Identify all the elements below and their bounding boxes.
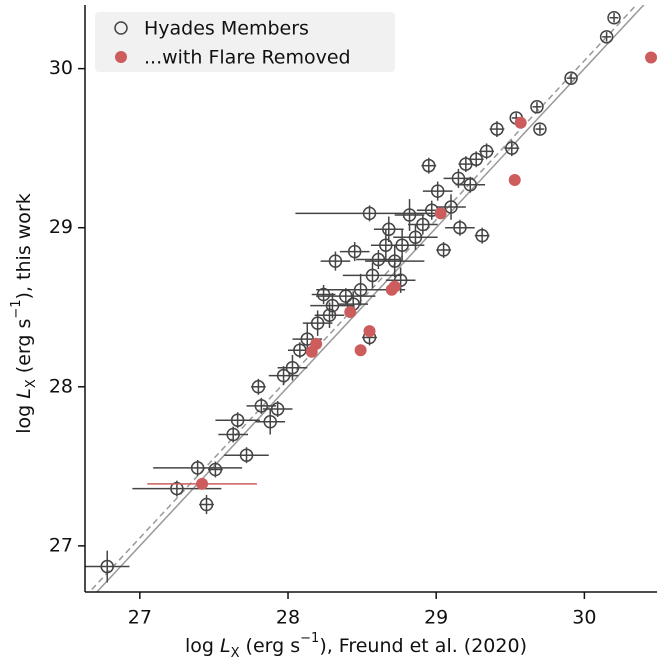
point [226, 427, 240, 442]
point [505, 141, 519, 155]
y-axis-label-part: X [24, 379, 39, 388]
point [607, 10, 621, 25]
point [270, 402, 285, 416]
point [408, 230, 423, 245]
y-axis-label-part: L [13, 388, 35, 399]
point [251, 380, 266, 394]
point [208, 462, 223, 477]
y-tick-label: 29 [49, 216, 73, 238]
point [387, 254, 402, 268]
point [564, 71, 578, 85]
point [444, 200, 458, 214]
point [645, 51, 657, 64]
point [371, 252, 386, 267]
x-axis-label-part: L [220, 635, 231, 657]
point [451, 171, 466, 186]
legend-box [95, 12, 395, 72]
point [533, 122, 547, 136]
y-axis-label: log LX (erg s−1), this work [9, 193, 39, 434]
point [254, 399, 269, 413]
point [196, 477, 209, 490]
point [344, 306, 357, 319]
point [416, 217, 430, 232]
x-axis-label-part: (erg s [240, 635, 301, 657]
legend-marker [115, 51, 127, 63]
legend-marker [114, 21, 128, 35]
y-tick-label: 27 [49, 534, 73, 556]
legend-label: ...with Flare Removed [144, 47, 351, 69]
x-tick-label: 27 [128, 607, 152, 629]
point [434, 207, 447, 220]
y-tick-label: 30 [49, 57, 73, 79]
point [325, 298, 340, 313]
point [353, 283, 368, 297]
point [388, 280, 401, 293]
x-axis-label: log LX (erg s−1), Freund et al. (2020) [185, 631, 527, 661]
point [382, 222, 396, 237]
point [475, 228, 489, 243]
point [514, 116, 527, 129]
point [490, 122, 504, 136]
point [395, 238, 409, 252]
x-axis-label-part: X [231, 646, 240, 661]
axes: 27 28 29 30 27 28 29 30 [49, 57, 597, 628]
point [453, 220, 467, 235]
x-tick-label: 28 [276, 607, 300, 629]
point [469, 152, 483, 167]
point [365, 268, 380, 283]
point [339, 289, 353, 303]
legend-label: Hyades Members [144, 18, 309, 40]
point [599, 30, 614, 44]
point [239, 448, 254, 462]
point [363, 325, 376, 338]
point [322, 308, 337, 322]
x-tick-label: 29 [424, 607, 448, 629]
point [479, 144, 494, 159]
point [402, 208, 417, 222]
point [354, 344, 367, 357]
point [263, 415, 277, 429]
x-axis-label-part: log [185, 635, 220, 657]
point [199, 497, 214, 512]
point [230, 413, 245, 427]
y-axis-label-part: log [13, 399, 35, 434]
legend: Hyades Members ...with Flare Removed [95, 12, 395, 72]
point [310, 337, 323, 350]
point [190, 461, 205, 475]
y-axis-label-part: (erg s [13, 319, 35, 380]
point [310, 316, 325, 330]
x-axis-label-part: −1 [300, 631, 319, 646]
point [100, 559, 114, 574]
point [170, 481, 184, 496]
point [430, 184, 445, 198]
point [463, 178, 478, 192]
point [436, 243, 451, 257]
point [422, 158, 436, 173]
x-axis-label-part: ), Freund et al. (2020) [319, 635, 527, 657]
y-axis-label-part: −1 [9, 299, 24, 318]
point [508, 173, 521, 186]
point [316, 287, 331, 302]
point [276, 368, 291, 383]
point [379, 238, 393, 252]
point [347, 244, 362, 259]
point [293, 343, 307, 357]
plot-area [85, 5, 657, 592]
reference-line [95, 5, 645, 592]
point [362, 206, 377, 221]
point [530, 100, 544, 114]
point [285, 360, 300, 375]
x-tick-label: 30 [572, 607, 596, 629]
y-tick-label: 28 [49, 375, 73, 397]
point [328, 254, 343, 268]
y-axis-label-part: ), this work [13, 193, 35, 299]
